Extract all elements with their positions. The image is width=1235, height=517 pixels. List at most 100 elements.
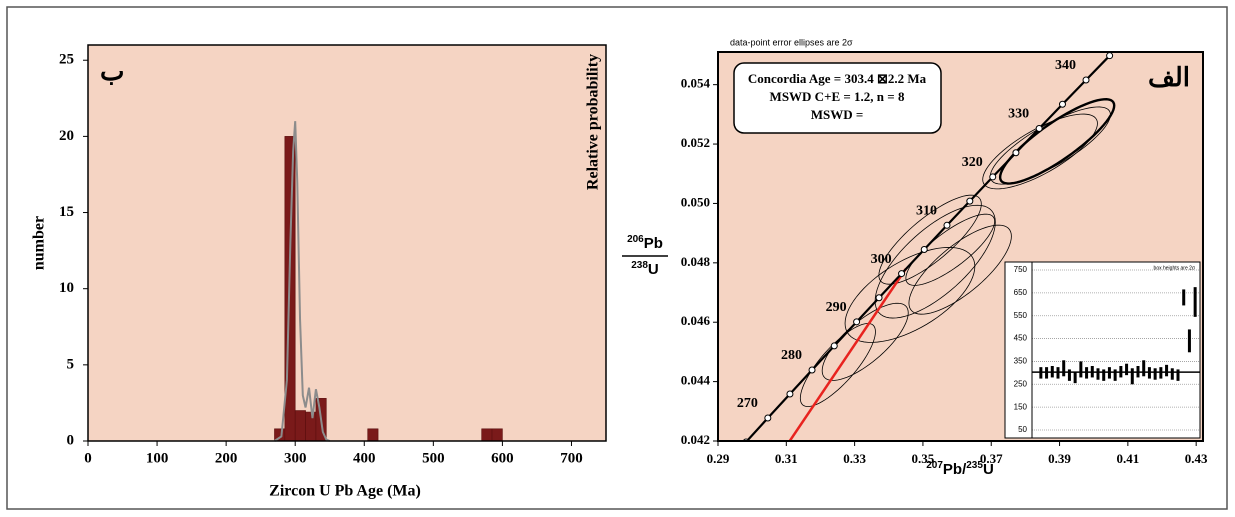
info-box [733,62,942,134]
error-ellipse [998,98,1116,185]
concordia-point [1106,52,1114,60]
x-tick-label: 100 [146,450,169,466]
error-box [1039,367,1043,379]
error-ellipse [908,224,1012,315]
y-tick-label: 0.054 [681,76,711,91]
error-box [1142,360,1146,377]
concordia-point [742,438,750,441]
x-tick-label: 0.35 [912,451,935,466]
sup: 207 [926,460,943,471]
y-axis-label: number [31,216,48,270]
x-axis-label: Zircon U Pb Age (Ma) [269,483,421,500]
y-tick-label: 50 [1018,425,1027,434]
y-tick-label: 0.052 [681,135,710,150]
concordia-point [808,366,816,374]
histogram-bar [294,410,306,442]
corner-label: ب [100,57,124,86]
histogram-chart: 0 5 10 15 20 25 0 100 200 300 400 500 600 700 [59,44,607,466]
error-box [1159,367,1163,379]
x-tick-label: 0 [84,450,92,466]
error-box [1102,369,1106,381]
concordia-point [1082,76,1090,84]
x-axis-label: 207Pb/235U [926,460,994,478]
age-label: 310 [916,204,937,219]
histogram-bar [481,428,493,442]
concordia-point [943,221,951,229]
inset-title: box heights are 2σ [1154,265,1196,271]
y-tick-label: 650 [1014,288,1028,297]
concordia-chart: 0.042 0.044 0.046 0.048 0.050 0.052 0.054 0.29 0… [681,51,1208,466]
error-box [1147,367,1151,379]
plot-frame [87,44,607,442]
y-tick-label: 350 [1014,357,1028,366]
x-tick-label: 0.33 [843,451,866,466]
inset-chart: 50 150 250 350 450 550 650 750 box heights are 2… [1004,261,1201,439]
x-tick-label: 0.29 [707,451,730,466]
sup: 235 [966,460,983,471]
concordia-point [853,318,861,326]
error-box [1130,368,1134,385]
concordia-point [786,390,794,398]
error-box [1176,369,1180,381]
error-box [1107,367,1111,379]
error-box [1096,368,1100,380]
x-tick-label: 600 [491,450,514,466]
error-box [1182,289,1186,306]
x-tick-label: 400 [353,450,376,466]
y-tick-label: 20 [59,128,74,144]
concordia-point [989,173,997,181]
x-tick-label: 0.43 [1185,451,1208,466]
age-label: 300 [871,252,892,267]
plot-background [88,45,606,441]
y-tick-label: 10 [59,280,74,296]
error-box [1073,371,1077,384]
sup: 238 [631,260,648,271]
red-line [788,268,907,441]
y-tick-label: 0.048 [681,254,711,269]
error-box [1045,367,1049,379]
inset-background [1004,261,1201,439]
y-tick-label: 0.042 [681,432,710,447]
y-tick-label: 250 [1014,379,1028,388]
info-line: MSWD = [811,107,864,122]
x-tick-label: 200 [215,450,238,466]
error-box [1062,360,1066,377]
histogram-bar [491,428,503,442]
error-box [1067,369,1071,381]
age-label: 270 [737,396,758,411]
corner-label: الف [1148,63,1190,92]
histogram-bar [305,411,317,442]
plot-frame [717,51,1204,442]
error-ellipse [844,247,976,343]
x-tick-label: 700 [560,450,583,466]
error-ellipse [799,323,876,407]
x-tick-label: 0.41 [1116,451,1139,466]
error-box [1170,368,1174,380]
info-line: MSWD C+E = 1.2, n = 8 [770,89,905,104]
y-tick-label: 15 [59,204,74,220]
error-box [1193,287,1197,317]
frame [6,6,1228,510]
error-box [1187,329,1191,353]
x-tick-label: 0.31 [775,451,798,466]
info-line: Concordia Age = 303.4 ⊠2.2 Ma [748,71,927,86]
error-ellipse [821,302,909,381]
y-tick-label: 150 [1014,402,1028,411]
concordia-point [1058,100,1066,108]
error-box [1153,368,1157,380]
y-tick-label: 5 [67,356,75,372]
x-tick-label: 300 [284,450,307,466]
error-box [1125,363,1129,376]
sup: 206 [627,234,644,245]
x-tick-label: 500 [422,450,445,466]
y-tick-label: 450 [1014,334,1028,343]
label-part: Pb [644,235,663,252]
y-axis-numerator: 206Pb [627,234,663,252]
concordia-point [966,197,974,205]
plot-area [742,52,1116,441]
error-box [1085,367,1089,379]
error-box [1056,367,1060,379]
chart-title: data-point error ellipses are 2σ [730,37,853,47]
y-tick-label: 0.044 [681,373,711,388]
